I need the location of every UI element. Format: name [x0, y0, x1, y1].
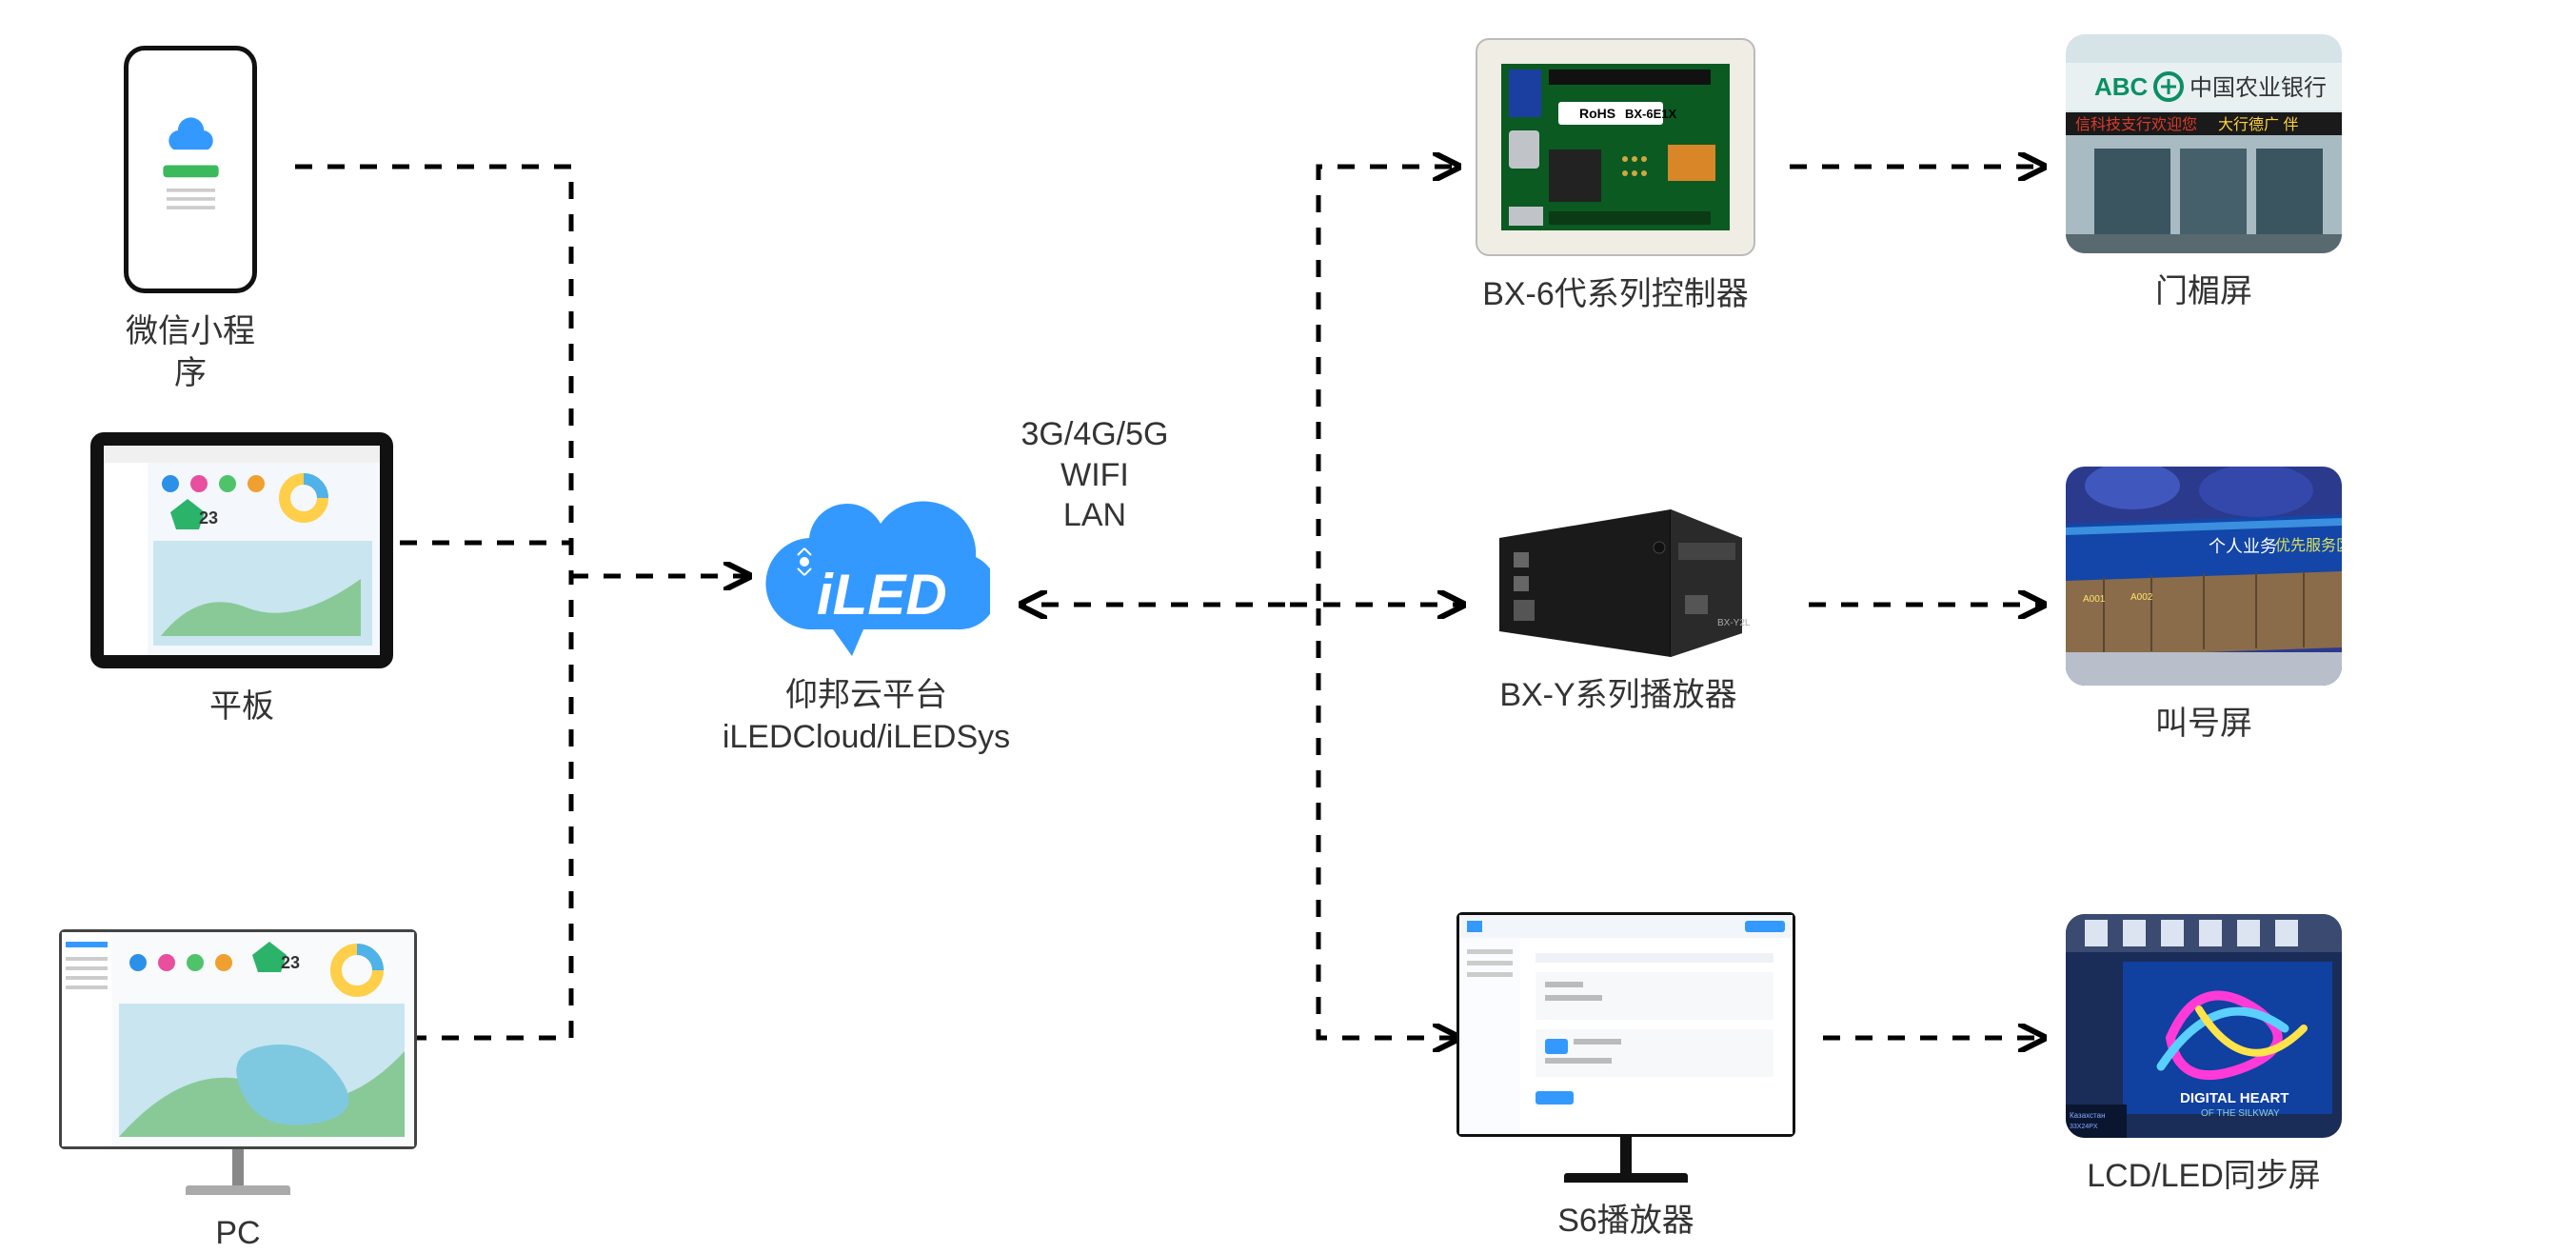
node-lcd: DIGITAL HEART OF THE SILKWAY Казахстан 3… [2066, 914, 2342, 1197]
sign-label: 门楣屏 [2155, 270, 2252, 312]
lcd-photo: DIGITAL HEART OF THE SILKWAY Казахстан 3… [2066, 914, 2342, 1138]
node-player: BX-Y2L BX-Y系列播放器 [1471, 505, 1766, 716]
svg-text:33X24PX: 33X24PX [2070, 1124, 2098, 1130]
node-controller: RoHS BX-6E1X BX-6代系列控制器 [1476, 38, 1755, 315]
player-icon: BX-Y2L [1471, 505, 1766, 657]
svg-text:23: 23 [199, 508, 218, 527]
svg-text:中国农业银行: 中国农业银行 [2190, 75, 2327, 101]
svg-text:DIGITAL HEART: DIGITAL HEART [2180, 1090, 2289, 1106]
svg-text:大行德广 伴: 大行德广 伴 [2218, 116, 2298, 133]
svg-text:RoHS: RoHS [1579, 106, 1615, 121]
node-wechat: 微信小程序 [114, 46, 267, 394]
wechat-label: 微信小程序 [114, 310, 267, 394]
tablet-label: 平板 [209, 686, 274, 727]
svg-text:23: 23 [281, 953, 300, 972]
svg-text:BX-6E1X: BX-6E1X [1625, 107, 1677, 121]
node-queue: 个人业务 优先服务区 A001 A002 叫号屏 [2066, 467, 2342, 745]
svg-text:个人业务: 个人业务 [2209, 537, 2277, 556]
node-pc: 23 PC [59, 929, 417, 1254]
node-cloud: iLED 仰邦云平台 iLEDCloud/iLEDSys [714, 481, 1019, 758]
cloud-icon: iLED [743, 481, 990, 667]
svg-text:OF THE SILKWAY: OF THE SILKWAY [2201, 1108, 2280, 1119]
lcd-label: LCD/LED同步屏 [2087, 1155, 2321, 1197]
s6-label: S6播放器 [1557, 1200, 1694, 1242]
svg-text:iLED: iLED [817, 563, 947, 627]
queue-label: 叫号屏 [2155, 703, 2252, 745]
node-s6: S6播放器 [1456, 912, 1795, 1242]
controller-icon: RoHS BX-6E1X [1476, 38, 1755, 256]
tablet-icon: 23 [90, 432, 393, 668]
cloud-label2: iLEDCloud/iLEDSys [723, 716, 1010, 758]
svg-text:优先服务区: 优先服务区 [2275, 537, 2342, 554]
svg-text:信科技支行欢迎您: 信科技支行欢迎您 [2075, 116, 2197, 133]
node-tablet: 23 平板 [90, 432, 393, 727]
pc-icon: 23 [59, 929, 417, 1195]
svg-text:A001: A001 [2083, 594, 2106, 605]
queue-photo: 个人业务 优先服务区 A001 A002 [2066, 467, 2342, 686]
phone-icon [124, 46, 257, 293]
s6-icon [1456, 912, 1795, 1183]
cloud-label1: 仰邦云平台 [785, 674, 947, 716]
pc-label: PC [215, 1212, 260, 1254]
connection-text: 3G/4G/5G WIFI LAN [1000, 414, 1190, 536]
svg-text:BX-Y2L: BX-Y2L [1717, 618, 1751, 628]
svg-text:A002: A002 [2130, 592, 2153, 603]
svg-text:Казахстан: Казахстан [2070, 1111, 2106, 1120]
node-sign: ABC 中国农业银行 信科技支行欢迎您 大行德广 伴 门楣屏 [2066, 34, 2342, 312]
player-label: BX-Y系列播放器 [1499, 674, 1736, 716]
sign-photo: ABC 中国农业银行 信科技支行欢迎您 大行德广 伴 [2066, 34, 2342, 253]
controller-label: BX-6代系列控制器 [1482, 273, 1749, 315]
architecture-diagram: 微信小程序 23 平板 [0, 0, 2576, 1232]
svg-text:ABC: ABC [2094, 72, 2149, 101]
